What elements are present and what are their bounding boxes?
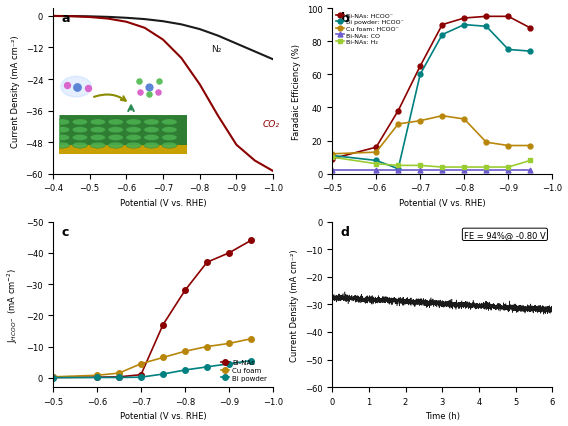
Bi-NAs: CO: (-0.8, 2): CO: (-0.8, 2) (461, 168, 467, 173)
Bi powder (225, 361, 232, 366)
Bi-NAs (225, 250, 232, 256)
Bi powder: HCOO⁻: (-0.65, 3): HCOO⁻: (-0.65, 3) (395, 167, 402, 172)
Bi-NAs: CO: (-0.65, 2): CO: (-0.65, 2) (395, 168, 402, 173)
Bi powder (204, 364, 211, 369)
Bi-NAs (137, 372, 144, 377)
Bi-NAs: HCOO⁻: (-0.95, 88): HCOO⁻: (-0.95, 88) (527, 26, 534, 32)
X-axis label: Potential (V vs. RHE): Potential (V vs. RHE) (399, 199, 486, 207)
Y-axis label: Faradaic Efficiency (%): Faradaic Efficiency (%) (292, 44, 301, 140)
Text: CO₂: CO₂ (262, 120, 279, 129)
Bi-NAs (204, 260, 211, 265)
Bi powder: HCOO⁻: (-0.6, 8): HCOO⁻: (-0.6, 8) (373, 158, 379, 164)
Bi-NAs: CO: (-0.95, 2): CO: (-0.95, 2) (527, 168, 534, 173)
Y-axis label: Current Density (mA cm⁻²): Current Density (mA cm⁻²) (11, 35, 20, 148)
Line: Bi-NAs: Bi-NAs (50, 238, 254, 380)
Bi-NAs (49, 375, 56, 380)
Bi powder (248, 358, 254, 363)
Bi-NAs (94, 375, 101, 380)
Cu foam: HCOO⁻: (-0.7, 32): HCOO⁻: (-0.7, 32) (417, 119, 424, 124)
X-axis label: Time (h): Time (h) (425, 412, 460, 420)
Bi-NAs: HCOO⁻: (-0.5, 9): HCOO⁻: (-0.5, 9) (329, 157, 336, 162)
Bi-NAs: HCOO⁻: (-0.8, 94): HCOO⁻: (-0.8, 94) (461, 16, 467, 21)
Line: Cu foam: HCOO⁻: Cu foam: HCOO⁻ (329, 114, 533, 157)
Bi-NAs (182, 288, 189, 293)
Text: b: b (341, 12, 350, 25)
Line: Bi-NAs: H₂: Bi-NAs: H₂ (329, 155, 533, 170)
Bi-NAs: H₂: (-0.85, 4): H₂: (-0.85, 4) (483, 165, 490, 170)
Text: FE = 94%@ -0.80 V: FE = 94%@ -0.80 V (464, 230, 546, 239)
Line: Bi-NAs: CO: Bi-NAs: CO (329, 169, 533, 173)
Bi-NAs: HCOO⁻: (-0.6, 16): HCOO⁻: (-0.6, 16) (373, 145, 379, 150)
Line: Bi powder: Bi powder (50, 358, 254, 380)
Cu foam: HCOO⁻: (-0.85, 19): HCOO⁻: (-0.85, 19) (483, 140, 490, 145)
Bi powder: HCOO⁻: (-0.85, 89): HCOO⁻: (-0.85, 89) (483, 25, 490, 30)
Bi-NAs: H₂: (-0.7, 5): H₂: (-0.7, 5) (417, 164, 424, 169)
Bi-NAs: CO: (-0.6, 2): CO: (-0.6, 2) (373, 168, 379, 173)
Cu foam (94, 373, 101, 378)
Bi-NAs: CO: (-0.7, 2): CO: (-0.7, 2) (417, 168, 424, 173)
Bi-NAs: H₂: (-0.95, 8): H₂: (-0.95, 8) (527, 158, 534, 164)
Cu foam (115, 371, 122, 376)
Bi powder (137, 375, 144, 380)
Bi-NAs: H₂: (-0.75, 4): H₂: (-0.75, 4) (439, 165, 446, 170)
Bi-NAs: H₂: (-0.8, 4): H₂: (-0.8, 4) (461, 165, 467, 170)
Bi powder: HCOO⁻: (-0.75, 84): HCOO⁻: (-0.75, 84) (439, 33, 446, 38)
Bi-NAs: CO: (-0.85, 2): CO: (-0.85, 2) (483, 168, 490, 173)
X-axis label: Potential (V vs. RHE): Potential (V vs. RHE) (120, 412, 206, 420)
Bi-NAs (248, 238, 254, 243)
Bi powder (182, 368, 189, 373)
Bi powder: HCOO⁻: (-0.95, 74): HCOO⁻: (-0.95, 74) (527, 49, 534, 55)
Cu foam (248, 337, 254, 342)
X-axis label: Potential (V vs. RHE): Potential (V vs. RHE) (120, 199, 206, 207)
Bi-NAs: H₂: (-0.5, 10): H₂: (-0.5, 10) (329, 155, 336, 160)
Cu foam: HCOO⁻: (-0.75, 35): HCOO⁻: (-0.75, 35) (439, 114, 446, 119)
Bi-NAs: H₂: (-0.6, 6): H₂: (-0.6, 6) (373, 162, 379, 167)
Legend: Bi-NAs: HCOO⁻, Bi powder: HCOO⁻, Cu foam: HCOO⁻, Bi-NAs: CO, Bi-NAs: H₂: Bi-NAs: HCOO⁻, Bi powder: HCOO⁻, Cu foam… (335, 12, 406, 46)
Bi-NAs: CO: (-0.9, 2): CO: (-0.9, 2) (505, 168, 512, 173)
Bi powder: HCOO⁻: (-0.8, 90): HCOO⁻: (-0.8, 90) (461, 23, 467, 28)
Cu foam (137, 361, 144, 366)
Bi powder (49, 375, 56, 380)
Bi-NAs: H₂: (-0.9, 4): H₂: (-0.9, 4) (505, 165, 512, 170)
Cu foam (182, 349, 189, 354)
Bi-NAs (160, 322, 166, 328)
Bi-NAs: HCOO⁻: (-0.65, 38): HCOO⁻: (-0.65, 38) (395, 109, 402, 114)
Bi powder (94, 375, 101, 380)
Text: N₂: N₂ (211, 45, 221, 54)
Bi-NAs: HCOO⁻: (-0.7, 65): HCOO⁻: (-0.7, 65) (417, 64, 424, 69)
Y-axis label: J$_{HCOO^-}$ (mA cm$^{-2}$): J$_{HCOO^-}$ (mA cm$^{-2}$) (6, 267, 20, 342)
Bi-NAs: HCOO⁻: (-0.75, 90): HCOO⁻: (-0.75, 90) (439, 23, 446, 28)
Bi-NAs (115, 374, 122, 380)
Cu foam: HCOO⁻: (-0.5, 12): HCOO⁻: (-0.5, 12) (329, 152, 336, 157)
Text: c: c (62, 225, 69, 238)
Bi-NAs: HCOO⁻: (-0.85, 95): HCOO⁻: (-0.85, 95) (483, 15, 490, 20)
Bi-NAs: H₂: (-0.65, 5): H₂: (-0.65, 5) (395, 164, 402, 169)
Cu foam: HCOO⁻: (-0.6, 13): HCOO⁻: (-0.6, 13) (373, 150, 379, 155)
Y-axis label: Current Density (mA cm⁻²): Current Density (mA cm⁻²) (290, 248, 299, 361)
Bi-NAs: CO: (-0.5, 2): CO: (-0.5, 2) (329, 168, 336, 173)
Legend: Bi-NAs, Cu foam, Bi powder: Bi-NAs, Cu foam, Bi powder (218, 357, 270, 384)
Cu foam (204, 344, 211, 349)
Cu foam (160, 355, 166, 360)
Text: a: a (62, 12, 70, 25)
Text: d: d (341, 225, 350, 238)
Bi-NAs: HCOO⁻: (-0.9, 95): HCOO⁻: (-0.9, 95) (505, 15, 512, 20)
Line: Bi powder: HCOO⁻: Bi powder: HCOO⁻ (329, 23, 533, 172)
Cu foam (225, 341, 232, 346)
Bi powder: HCOO⁻: (-0.9, 75): HCOO⁻: (-0.9, 75) (505, 48, 512, 53)
Bi powder (115, 375, 122, 380)
Bi powder: HCOO⁻: (-0.5, 11): HCOO⁻: (-0.5, 11) (329, 153, 336, 158)
Cu foam: HCOO⁻: (-0.65, 30): HCOO⁻: (-0.65, 30) (395, 122, 402, 127)
Line: Cu foam: Cu foam (50, 336, 254, 380)
Cu foam: HCOO⁻: (-0.8, 33): HCOO⁻: (-0.8, 33) (461, 117, 467, 122)
Line: Bi-NAs: HCOO⁻: Bi-NAs: HCOO⁻ (329, 15, 533, 162)
Cu foam (49, 374, 56, 380)
Cu foam: HCOO⁻: (-0.95, 17): HCOO⁻: (-0.95, 17) (527, 144, 534, 149)
Bi powder (160, 371, 166, 377)
Bi-NAs: CO: (-0.75, 2): CO: (-0.75, 2) (439, 168, 446, 173)
Bi powder: HCOO⁻: (-0.7, 60): HCOO⁻: (-0.7, 60) (417, 72, 424, 78)
Cu foam: HCOO⁻: (-0.9, 17): HCOO⁻: (-0.9, 17) (505, 144, 512, 149)
